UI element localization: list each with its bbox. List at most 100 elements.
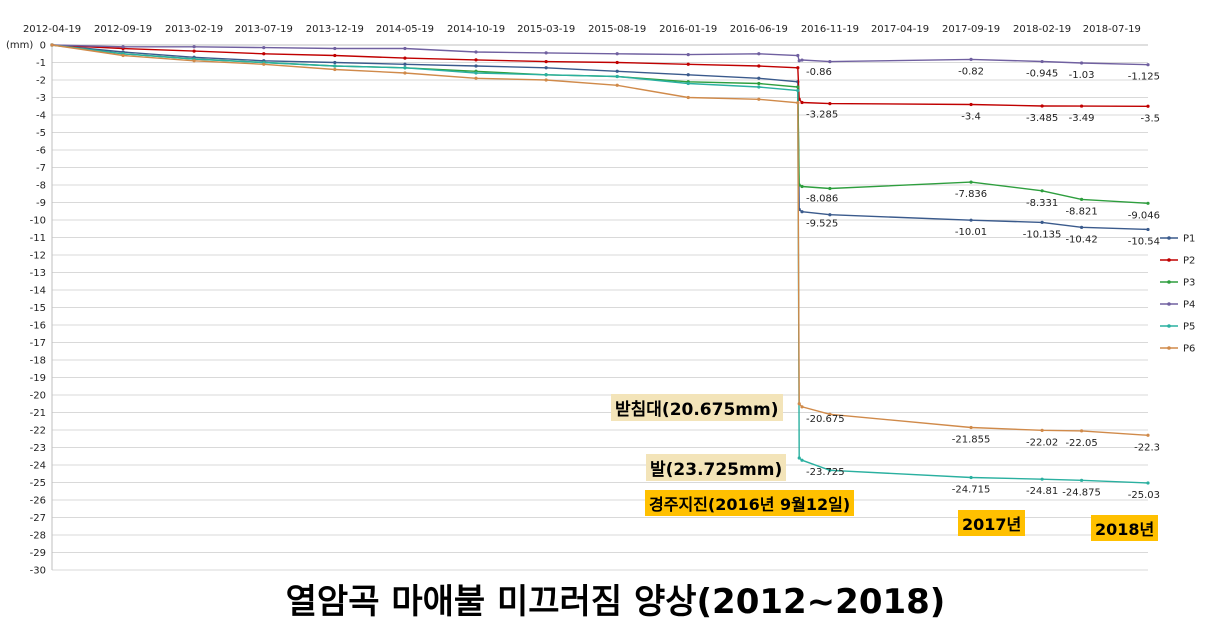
data-point-p2 <box>757 64 761 68</box>
y-tick-label: -8 <box>36 181 46 192</box>
data-point-p1 <box>828 213 832 217</box>
legend-label-p4: P4 <box>1183 300 1195 311</box>
data-point-p1 <box>1079 225 1084 229</box>
y-tick-label: -27 <box>30 513 46 524</box>
data-label-p2: -3.285 <box>806 109 838 120</box>
y-tick-label: -18 <box>30 356 46 367</box>
data-point-p6 <box>615 83 619 87</box>
axes <box>51 44 1148 570</box>
data-label-p4: -0.86 <box>806 67 832 78</box>
y-axis-label: (mm) <box>6 40 33 51</box>
data-label-p6: -22.3 <box>1134 442 1160 453</box>
data-point-p6 <box>969 425 973 430</box>
data-point-p1 <box>757 76 761 80</box>
data-point-p4 <box>1146 63 1150 67</box>
y-tick-label: -25 <box>30 478 46 489</box>
data-point-p2 <box>969 102 973 107</box>
legend-marker-p4 <box>1167 302 1171 306</box>
data-label-p5: -24.875 <box>1062 487 1101 498</box>
data-label-p2: -3.5 <box>1140 113 1160 124</box>
y-tick-label: -28 <box>30 531 46 542</box>
data-point-p6 <box>828 412 832 416</box>
data-point-p6 <box>757 97 761 101</box>
data-point-p4 <box>969 57 973 61</box>
data-label-p4: -0.945 <box>1026 69 1058 80</box>
data-label-p3: -8.821 <box>1065 206 1097 217</box>
data-point-p1 <box>333 60 337 65</box>
data-point-p2 <box>828 102 832 106</box>
data-label-p3: -9.046 <box>1128 210 1160 221</box>
data-point-p1 <box>800 210 804 214</box>
y-tick-label: -2 <box>36 76 46 87</box>
data-label-p2: -3.49 <box>1069 113 1095 124</box>
data-point-p3 <box>1146 201 1150 205</box>
data-point-p2 <box>800 100 804 105</box>
series-line-p6 <box>51 44 1149 436</box>
y-tick-label: -4 <box>36 111 46 122</box>
x-tick-label: 2014-10-19 <box>447 24 505 35</box>
data-point-p6 <box>544 78 548 82</box>
data-point-p4 <box>333 46 337 51</box>
data-point-p6 <box>50 43 54 47</box>
data-point-p2 <box>615 60 619 65</box>
data-point-p4 <box>828 60 832 64</box>
data-point-p3 <box>757 81 761 86</box>
data-point-p4 <box>474 50 478 54</box>
x-tick-label: 2016-01-19 <box>659 24 717 35</box>
data-point-p2 <box>192 49 196 53</box>
x-tick-label: 2015-03-19 <box>517 24 575 35</box>
data-point-p6 <box>1079 429 1084 433</box>
data-point-p1 <box>403 62 407 66</box>
legend-label-p2: P2 <box>1183 256 1195 267</box>
legend-marker-p6 <box>1167 346 1171 350</box>
y-tick-label: -30 <box>30 566 46 577</box>
data-point-p5 <box>1040 477 1044 481</box>
legend-marker-p2 <box>1167 258 1171 262</box>
data-label-p4: -1.03 <box>1069 70 1095 81</box>
x-tick-label: 2013-12-19 <box>306 24 364 35</box>
data-label-p3: -7.836 <box>955 189 987 200</box>
x-tick-label: 2016-06-19 <box>730 24 788 35</box>
data-label-p5: -24.715 <box>952 485 991 496</box>
data-point-p4 <box>403 46 407 51</box>
y-tick-label: -19 <box>30 373 46 384</box>
data-point-p4 <box>544 51 548 55</box>
legend-label-p5: P5 <box>1183 322 1195 333</box>
data-point-p2 <box>1079 104 1084 108</box>
data-point-p4 <box>192 45 196 49</box>
data-label-p2: -3.4 <box>961 112 981 123</box>
y-tick-labels: 0 -1 -2 -3 -4 -5 -6 -7 -8 -9 -10 -11 -12 -13 -14 -15 -16… <box>30 41 46 577</box>
x-tick-label: 2015-08-19 <box>588 24 646 35</box>
data-label-p6: -22.05 <box>1065 438 1097 449</box>
y-tick-label: -24 <box>30 461 46 472</box>
data-point-p4 <box>1040 59 1044 64</box>
data-point-p1 <box>969 218 973 222</box>
data-point-p2 <box>474 58 478 62</box>
data-point-p3 <box>969 180 973 184</box>
data-point-p3 <box>1079 197 1084 201</box>
data-point-p4 <box>757 52 761 56</box>
legend-label-p6: P6 <box>1183 344 1195 355</box>
y-tick-label: -23 <box>30 443 46 454</box>
x-tick-label: 2018-02-19 <box>1013 24 1071 35</box>
data-point-p5 <box>1079 478 1084 482</box>
data-point-p6 <box>796 101 800 105</box>
data-point-p6 <box>686 95 690 100</box>
data-label-p5: -23.725 <box>806 467 845 478</box>
data-point-p4 <box>121 45 125 49</box>
data-point-p1 <box>544 66 548 70</box>
y-tick-label: -17 <box>30 338 46 349</box>
data-point-p3 <box>796 85 800 89</box>
data-label-p1: -10.01 <box>955 227 987 238</box>
data-point-p6 <box>403 71 407 75</box>
legend-marker-p3 <box>1167 280 1171 284</box>
data-point-p5 <box>403 66 407 70</box>
legend-label-p3: P3 <box>1183 278 1195 289</box>
data-point-p2 <box>403 56 407 60</box>
x-tick-label: 2012-09-19 <box>94 24 152 35</box>
y-tick-label: -12 <box>30 251 46 262</box>
data-point-p4 <box>615 52 619 56</box>
data-point-p1 <box>1040 220 1044 224</box>
data-point-p2 <box>1040 104 1044 108</box>
